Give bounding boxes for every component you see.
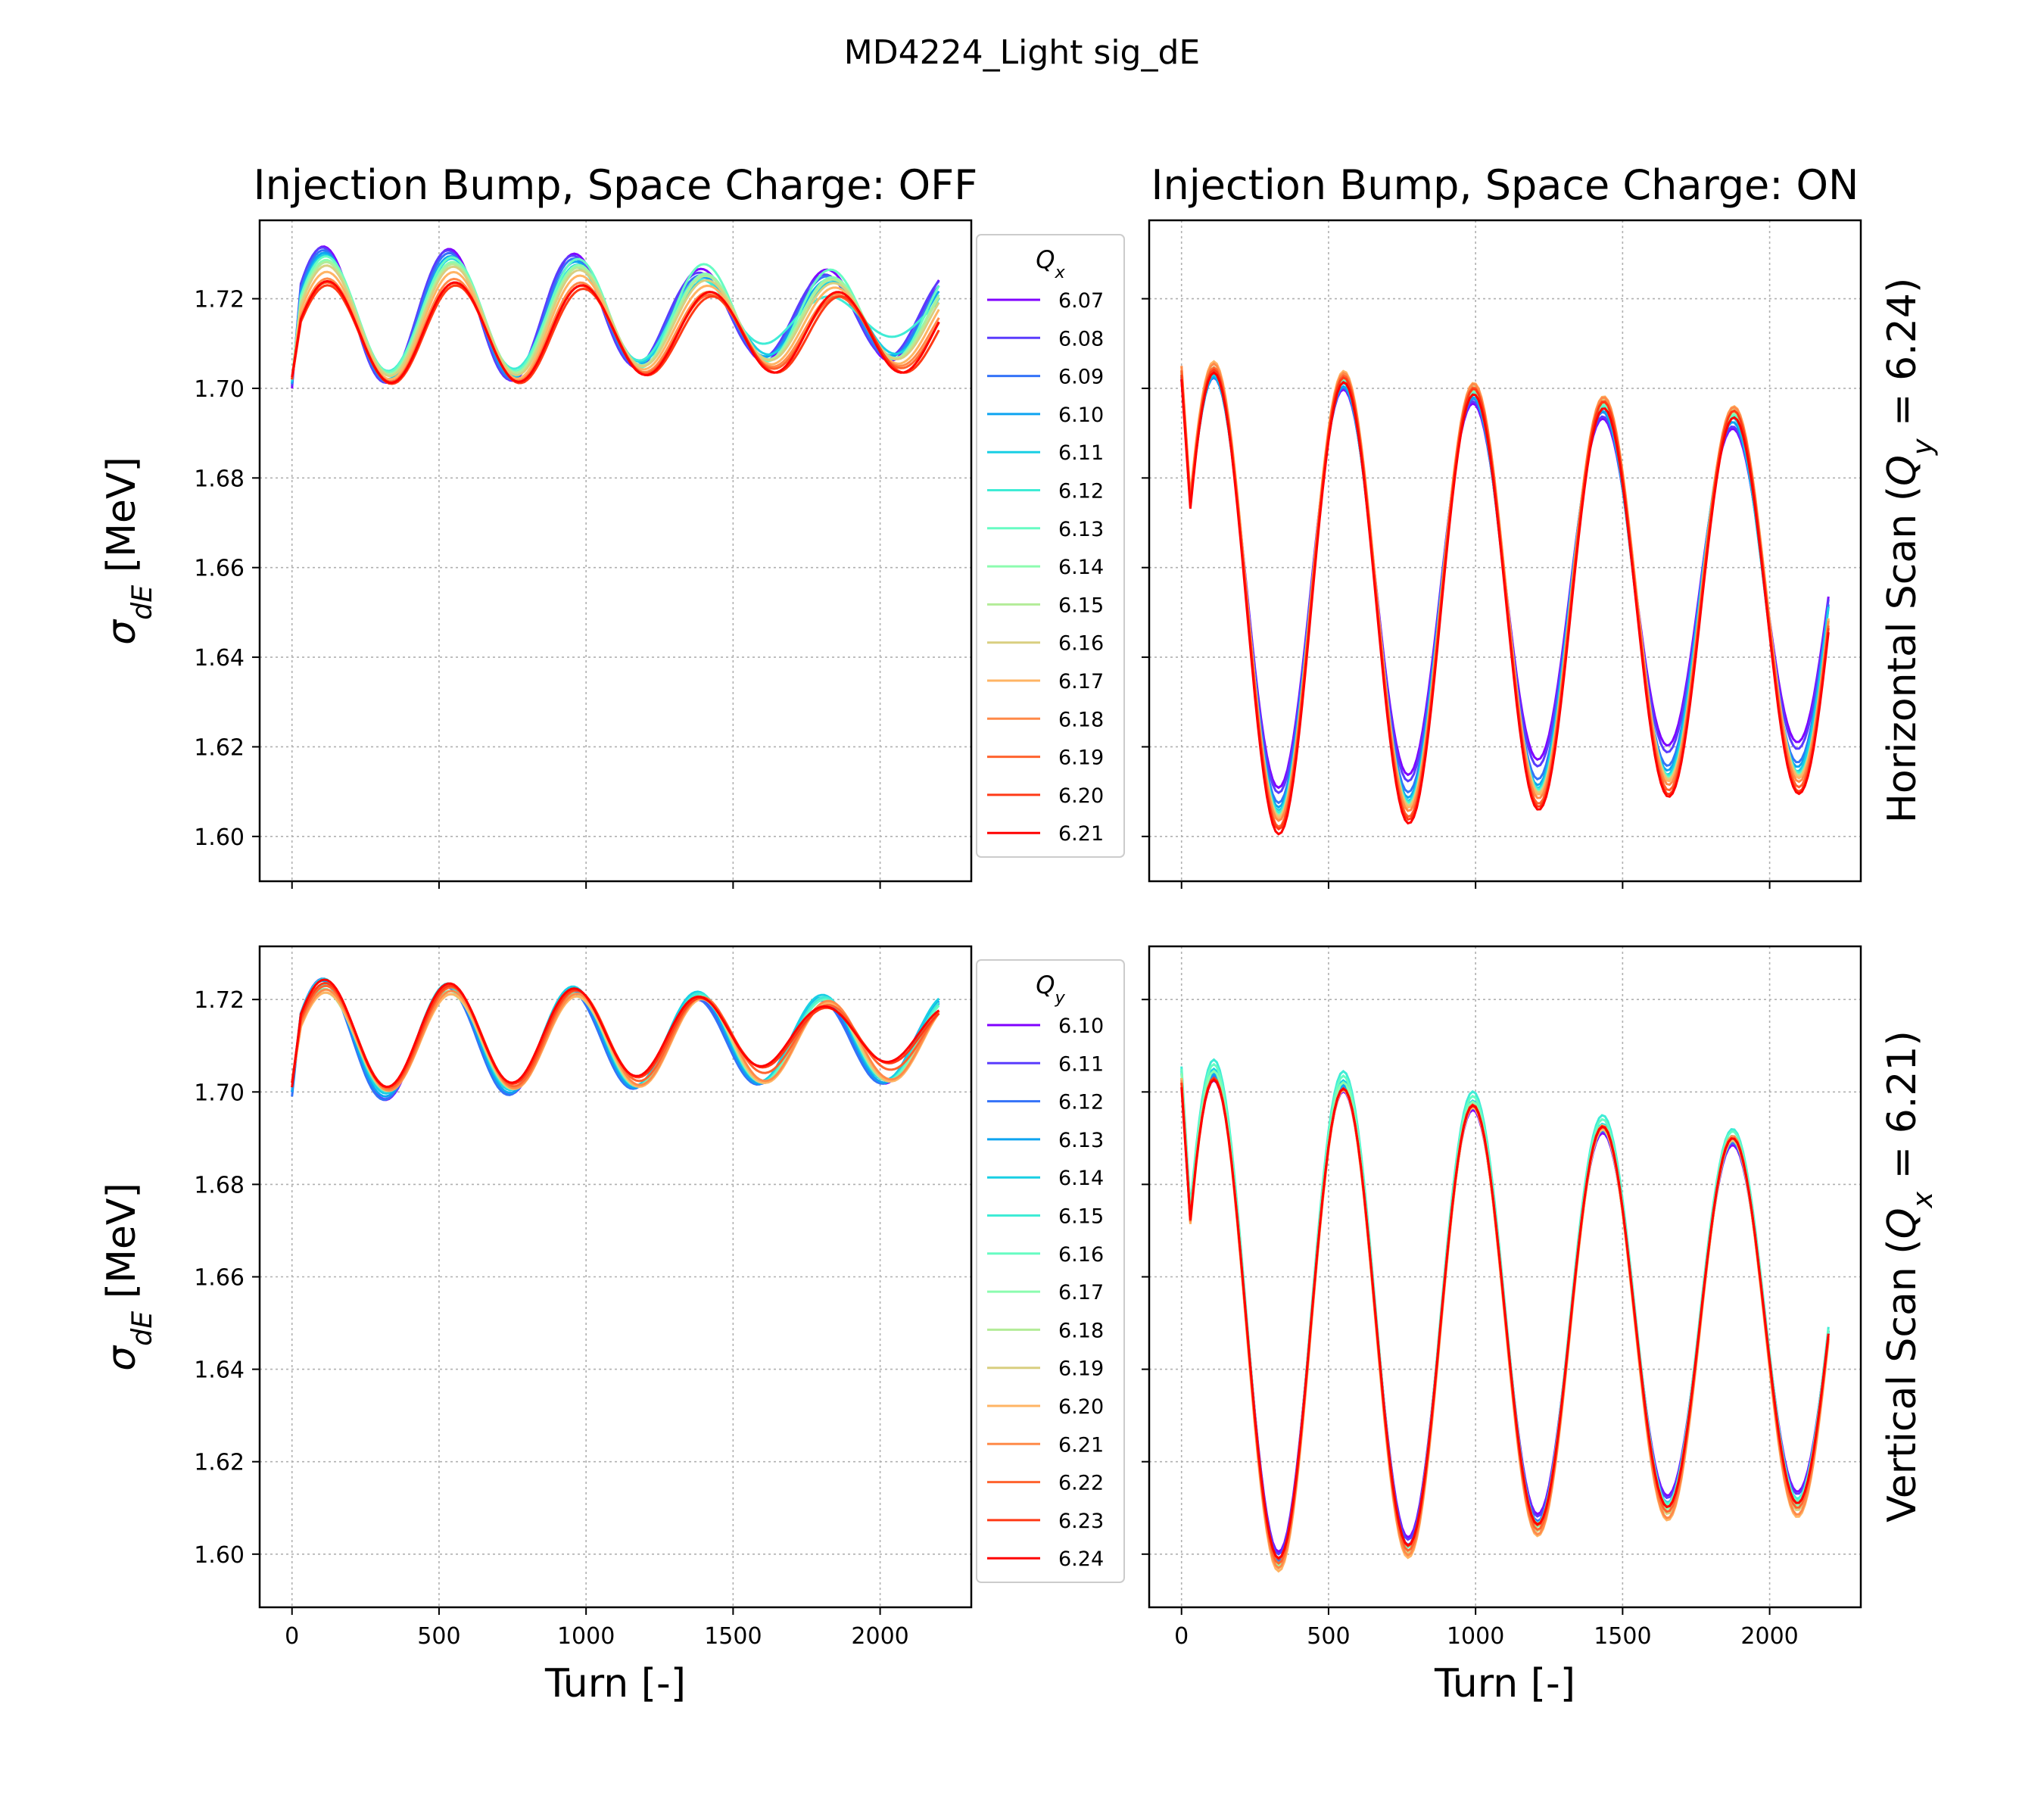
series-line bbox=[291, 279, 940, 385]
panel-p00: 1.60 1.62 1.64 1.66 1.68 1.70 1.72 Injection Bu… bbox=[99, 161, 1125, 889]
y-axis-label: σdE [MeV] bbox=[99, 1183, 158, 1371]
y-tick-label: 1.70 bbox=[194, 1080, 245, 1106]
legend-entry-label: 6.17 bbox=[1058, 670, 1104, 693]
y-tick-label: 1.72 bbox=[194, 287, 245, 313]
series-group bbox=[291, 245, 940, 389]
legend-title: Qy bbox=[1036, 971, 1065, 1008]
legend-entry-label: 6.19 bbox=[1058, 1357, 1104, 1381]
legend-entry-label: 6.20 bbox=[1058, 784, 1104, 808]
legend-entry-label: 6.07 bbox=[1058, 289, 1104, 313]
series-line bbox=[1180, 1078, 1830, 1560]
legend-entry-label: 6.08 bbox=[1058, 327, 1104, 351]
figure-suptitle: MD4224_Light sig_dE bbox=[844, 33, 1200, 72]
ticks: 0 500 1000 1500 2000 bbox=[1142, 999, 1799, 1650]
series-group bbox=[291, 977, 940, 1102]
legend-entry-label: 6.11 bbox=[1058, 441, 1104, 465]
ticks bbox=[1142, 298, 1771, 889]
legend-entry-label: 6.23 bbox=[1058, 1510, 1104, 1533]
y-tick-label: 1.64 bbox=[194, 645, 245, 672]
grid bbox=[260, 946, 971, 1607]
legend-entry-label: 6.24 bbox=[1058, 1547, 1104, 1571]
legend-entry-label: 6.15 bbox=[1058, 1205, 1104, 1229]
row-side-label: Horizontal Scan (Qy = 6.24) bbox=[1880, 278, 1939, 823]
ticks: 1.60 1.62 1.64 1.66 1.68 1.70 1.72 bbox=[194, 287, 881, 889]
legend-entry-label: 6.18 bbox=[1058, 1319, 1104, 1342]
legend-title: Qx bbox=[1036, 245, 1065, 282]
legend-entry-label: 6.10 bbox=[1058, 404, 1104, 427]
legend-entry-label: 6.19 bbox=[1058, 746, 1104, 770]
grid bbox=[1149, 946, 1861, 1607]
y-tick-label: 1.66 bbox=[194, 556, 245, 582]
legend-box bbox=[976, 234, 1125, 858]
row-side-label: Vertical Scan (Qx = 6.21) bbox=[1880, 1030, 1939, 1522]
legend-box bbox=[976, 959, 1125, 1583]
x-tick-label: 1000 bbox=[557, 1623, 615, 1650]
grid bbox=[260, 220, 971, 881]
x-tick-label: 500 bbox=[1307, 1623, 1350, 1650]
y-tick-label: 1.72 bbox=[194, 987, 245, 1014]
legend-entry-label: 6.12 bbox=[1058, 1091, 1104, 1114]
legend-entry-label: 6.14 bbox=[1058, 556, 1104, 579]
y-tick-label: 1.62 bbox=[194, 1450, 245, 1476]
panel-title: Injection Bump, Space Charge: ON bbox=[1151, 161, 1859, 209]
x-tick-label: 0 bbox=[285, 1623, 299, 1650]
x-axis-label: Turn [-] bbox=[544, 1661, 686, 1706]
legend-entry-label: 6.09 bbox=[1058, 366, 1104, 389]
x-tick-label: 1000 bbox=[1447, 1623, 1504, 1650]
x-tick-label: 1500 bbox=[704, 1623, 762, 1650]
legend-entry-label: 6.13 bbox=[1058, 518, 1104, 541]
y-tick-label: 1.62 bbox=[194, 734, 245, 761]
legend-entry-label: 6.15 bbox=[1058, 594, 1104, 617]
y-axis-label: σdE [MeV] bbox=[99, 457, 158, 645]
legend-entry-label: 6.20 bbox=[1058, 1395, 1104, 1419]
x-tick-label: 2000 bbox=[1740, 1623, 1798, 1650]
legend-entry-label: 6.17 bbox=[1058, 1281, 1104, 1304]
ticks: 0 500 1000 1500 2000 1.60 1.62 1.64 1.66 1.68 1.70… bbox=[194, 987, 909, 1650]
series-line bbox=[291, 978, 940, 1089]
y-tick-label: 1.60 bbox=[194, 824, 245, 851]
legend-entry-label: 6.21 bbox=[1058, 1433, 1104, 1457]
panel-title: Injection Bump, Space Charge: OFF bbox=[254, 161, 978, 209]
legend-entry-label: 6.14 bbox=[1058, 1167, 1104, 1190]
series-group bbox=[1180, 1058, 1830, 1573]
legend-entry-label: 6.22 bbox=[1058, 1472, 1104, 1495]
legend-entry-label: 6.18 bbox=[1058, 708, 1104, 731]
legend-entry-label: 6.13 bbox=[1058, 1129, 1104, 1152]
legend: Qy 6.10 6.11 6.12 6.13 6.14 6.15 6.16 6.17 6.18 6.… bbox=[976, 959, 1125, 1583]
y-tick-label: 1.68 bbox=[194, 466, 245, 492]
series-line bbox=[1180, 371, 1830, 836]
y-tick-label: 1.70 bbox=[194, 376, 245, 403]
y-tick-label: 1.66 bbox=[194, 1265, 245, 1292]
panel-p10: 0 500 1000 1500 2000 1.60 1.62 1.64 1.66 1.68 1.70… bbox=[99, 945, 1125, 1706]
panels: 1.60 1.62 1.64 1.66 1.68 1.70 1.72 Injection Bu… bbox=[99, 161, 1939, 1706]
x-tick-label: 1500 bbox=[1594, 1623, 1651, 1650]
series-group bbox=[1180, 360, 1830, 836]
axes-frame bbox=[258, 219, 973, 883]
x-tick-label: 0 bbox=[1174, 1623, 1189, 1650]
x-tick-label: 2000 bbox=[851, 1623, 908, 1650]
legend-entry-label: 6.11 bbox=[1058, 1052, 1104, 1076]
legend-entry-label: 6.21 bbox=[1058, 822, 1104, 846]
legend-entry-label: 6.10 bbox=[1058, 1014, 1104, 1038]
axes-frame bbox=[1148, 219, 1862, 883]
legend: Qx 6.07 6.08 6.09 6.10 6.11 6.12 6.13 6.14 6.15 6.… bbox=[976, 234, 1125, 858]
legend-entry-label: 6.12 bbox=[1058, 480, 1104, 503]
x-axis-label: Turn [-] bbox=[1434, 1661, 1575, 1706]
legend-entry-label: 6.16 bbox=[1058, 632, 1104, 656]
x-tick-label: 500 bbox=[417, 1623, 460, 1650]
panel-p01: Injection Bump, Space Charge: ON Horizont… bbox=[1142, 161, 1939, 889]
y-tick-label: 1.68 bbox=[194, 1172, 245, 1198]
y-tick-label: 1.60 bbox=[194, 1542, 245, 1569]
legend-entry-label: 6.16 bbox=[1058, 1243, 1104, 1267]
panel-p11: 0 500 1000 1500 2000 Turn [-] Vertical Scan (Q… bbox=[1142, 945, 1939, 1706]
y-tick-label: 1.64 bbox=[194, 1357, 245, 1384]
